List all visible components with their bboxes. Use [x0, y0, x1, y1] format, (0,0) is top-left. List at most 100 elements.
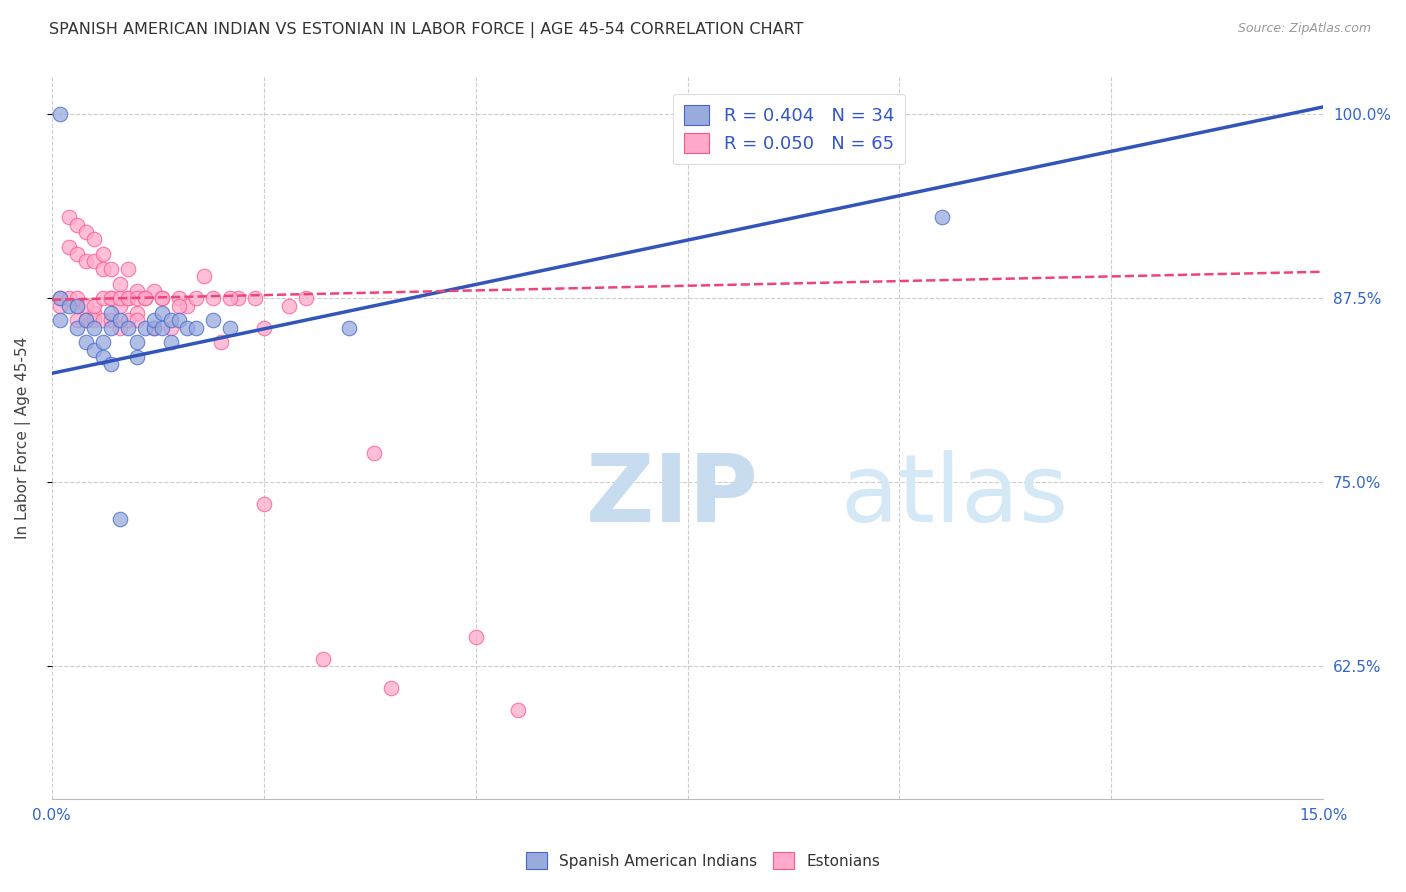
Point [125, 284, 148, 298]
Point [464, 630, 486, 644]
Point [100, 313, 122, 327]
Point [150, 291, 173, 305]
Point [49, 107, 72, 121]
Point [58, 291, 80, 305]
Point [100, 306, 122, 320]
Point [100, 320, 122, 334]
Point [337, 320, 360, 334]
Point [66, 313, 89, 327]
Point [142, 320, 165, 334]
Point [193, 269, 215, 284]
Point [75, 313, 97, 327]
Point [100, 261, 122, 276]
Point [176, 320, 198, 334]
Point [380, 681, 402, 696]
Legend: R = 0.404   N = 34, R = 0.050   N = 65: R = 0.404 N = 34, R = 0.050 N = 65 [673, 94, 905, 164]
Point [108, 313, 131, 327]
Point [100, 291, 122, 305]
Point [363, 446, 385, 460]
Point [125, 291, 148, 305]
Point [83, 343, 105, 357]
Point [142, 320, 165, 334]
Point [49, 313, 72, 327]
Point [91, 291, 114, 305]
Point [49, 291, 72, 305]
Point [150, 320, 173, 334]
Point [117, 291, 139, 305]
Point [75, 225, 97, 239]
Point [931, 211, 953, 225]
Point [176, 299, 198, 313]
Point [75, 335, 97, 350]
Point [201, 313, 224, 327]
Y-axis label: In Labor Force | Age 45-54: In Labor Force | Age 45-54 [15, 337, 31, 540]
Point [218, 320, 240, 334]
Text: SPANISH AMERICAN INDIAN VS ESTONIAN IN LABOR FORCE | AGE 45-54 CORRELATION CHART: SPANISH AMERICAN INDIAN VS ESTONIAN IN L… [49, 22, 804, 38]
Point [142, 284, 165, 298]
Point [91, 335, 114, 350]
Point [125, 313, 148, 327]
Point [209, 335, 232, 350]
Point [125, 306, 148, 320]
Point [108, 320, 131, 334]
Point [117, 320, 139, 334]
Point [58, 299, 80, 313]
Point [66, 291, 89, 305]
Point [58, 211, 80, 225]
Point [201, 291, 224, 305]
Point [134, 320, 156, 334]
Point [49, 291, 72, 305]
Point [167, 313, 190, 327]
Point [295, 291, 318, 305]
Text: ZIP: ZIP [586, 450, 759, 541]
Point [108, 291, 131, 305]
Point [150, 306, 173, 320]
Point [117, 261, 139, 276]
Point [117, 313, 139, 327]
Point [506, 703, 529, 717]
Text: Source: ZipAtlas.com: Source: ZipAtlas.com [1237, 22, 1371, 36]
Point [159, 313, 181, 327]
Point [278, 299, 301, 313]
Point [184, 291, 207, 305]
Point [83, 320, 105, 334]
Point [117, 291, 139, 305]
Point [125, 350, 148, 364]
Point [167, 291, 190, 305]
Point [125, 335, 148, 350]
Point [83, 232, 105, 246]
Point [100, 291, 122, 305]
Text: atlas: atlas [841, 450, 1069, 541]
Point [167, 299, 190, 313]
Point [159, 320, 181, 334]
Point [66, 218, 89, 232]
Point [253, 320, 276, 334]
Point [312, 652, 335, 666]
Point [75, 299, 97, 313]
Point [91, 261, 114, 276]
Point [245, 291, 267, 305]
Point [134, 291, 156, 305]
Point [75, 254, 97, 268]
Legend: Spanish American Indians, Estonians: Spanish American Indians, Estonians [520, 846, 886, 875]
Point [150, 291, 173, 305]
Point [91, 350, 114, 364]
Point [142, 313, 165, 327]
Point [184, 320, 207, 334]
Point [108, 512, 131, 526]
Point [91, 313, 114, 327]
Point [83, 254, 105, 268]
Point [58, 240, 80, 254]
Point [83, 299, 105, 313]
Point [108, 299, 131, 313]
Point [83, 313, 105, 327]
Point [253, 497, 276, 511]
Point [100, 358, 122, 372]
Point [49, 299, 72, 313]
Point [66, 320, 89, 334]
Point [91, 247, 114, 261]
Point [159, 335, 181, 350]
Point [83, 306, 105, 320]
Point [66, 247, 89, 261]
Point [108, 277, 131, 291]
